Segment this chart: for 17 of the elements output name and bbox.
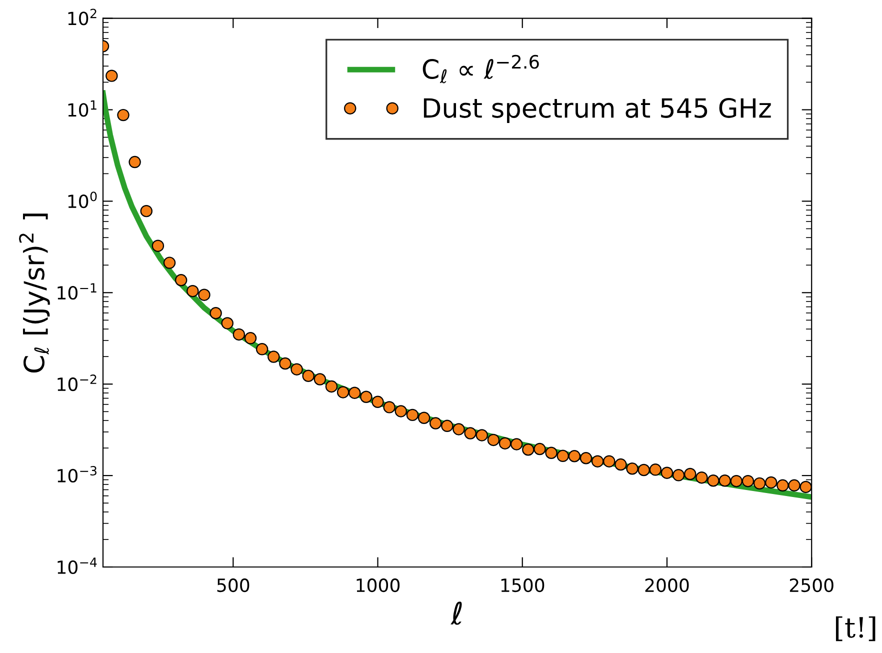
x-tick-label: 1000 <box>356 578 400 592</box>
y-tick-label: 10$^{1}$ <box>68 100 96 117</box>
x-axis-title: ℓ <box>450 602 462 625</box>
y-tick-label: 10$^{−1}$ <box>58 283 96 300</box>
x-tick-label: 500 <box>217 578 250 592</box>
legend-label: Dust spectrum at 545 GHz <box>424 98 771 124</box>
x-tick-label: 2500 <box>790 578 834 592</box>
x-tick-label: 2000 <box>645 578 689 592</box>
y-tick-label: 10$^{2}$ <box>68 8 96 26</box>
y-tick-label: 10$^{−2}$ <box>58 374 96 392</box>
y-tick-label: 10$^{−4}$ <box>58 558 97 574</box>
x-tick-label: 1500 <box>501 578 544 592</box>
text: [t!] <box>836 616 876 642</box>
legend-label: C$_{ℓ}$ ∝ ℓ$^{−2.6}$ <box>422 54 539 84</box>
y-tick-label: 10$^{0}$ <box>68 192 97 208</box>
y-tick-label: 10$^{−3}$ <box>58 466 96 483</box>
y-axis-title: C$_{ℓ}$ [(Jy/sr)$^{2}$ ] <box>19 214 50 372</box>
